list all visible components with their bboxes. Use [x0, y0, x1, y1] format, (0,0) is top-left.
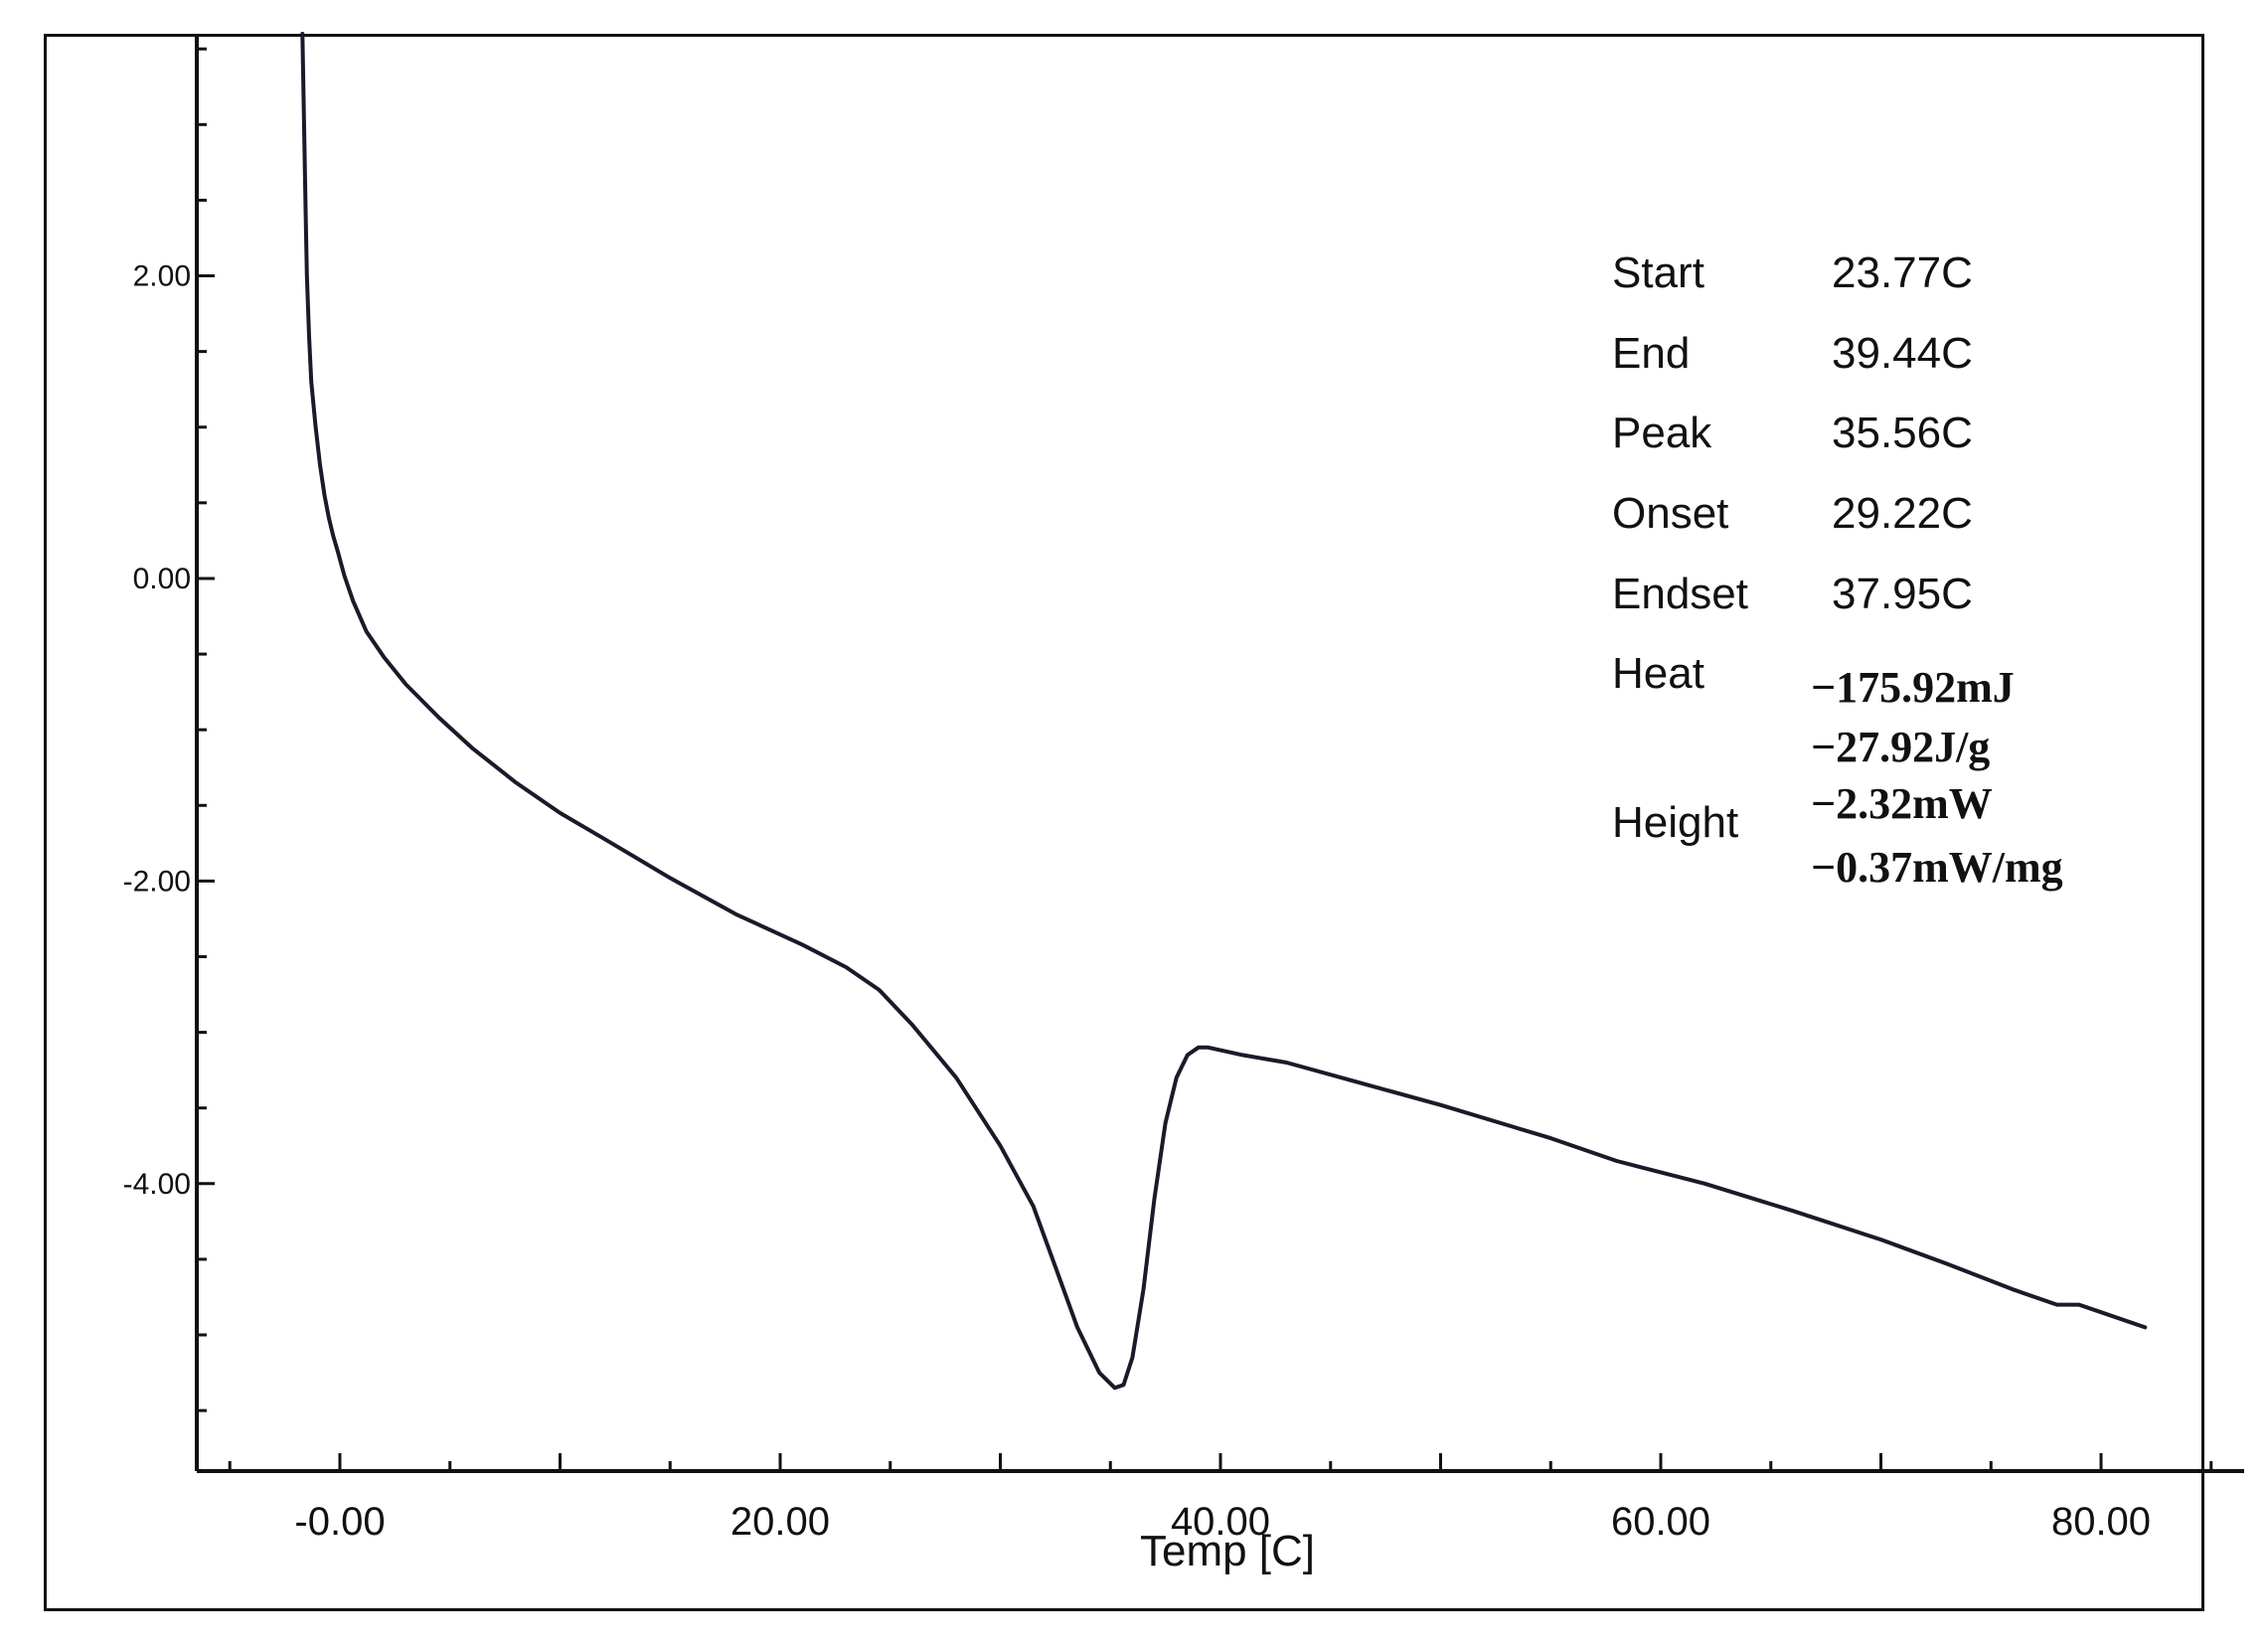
- x-tick-label: 80.00: [2051, 1500, 2151, 1544]
- ann-heat-value-2: −27.92J/g: [1811, 723, 1990, 771]
- ann-peak-value: 35.56C: [1832, 409, 1973, 457]
- ann-height-value-2: −0.37mW/mg: [1811, 843, 2063, 892]
- ann-start-label: Start: [1612, 248, 1704, 297]
- x-axis-label: Temp [C]: [1140, 1527, 1315, 1575]
- x-tick-label: 60.00: [1611, 1500, 1710, 1544]
- series-group: [300, 32, 2148, 1391]
- chart-frame: [44, 34, 2204, 1611]
- y-tick-label: -4.00: [123, 1168, 191, 1201]
- x-ticks: -0.00 20.00 40.00 60.00 80.00: [228, 1453, 2213, 1544]
- ann-onset-label: Onset: [1612, 489, 1728, 538]
- ann-endset-value: 37.95C: [1832, 570, 1973, 618]
- ann-endset-label: Endset: [1612, 570, 1748, 618]
- y-ticks: 2.00 0.00 -2.00 -4.00: [123, 47, 215, 1412]
- ann-end-value: 39.44C: [1832, 329, 1973, 378]
- y-tick-label: 2.00: [133, 260, 191, 293]
- x-tick-label: 40.00: [1171, 1500, 1270, 1544]
- ann-end-label: End: [1612, 329, 1690, 378]
- y-tick-label: -2.00: [123, 865, 191, 898]
- ann-heat-label: Heat: [1612, 649, 1704, 698]
- x-tick-label: -0.00: [294, 1500, 385, 1544]
- dsc-curve: [300, 32, 2148, 1391]
- ann-start-value: 23.77C: [1832, 248, 1973, 297]
- ann-heat-value-1: −175.92mJ: [1811, 663, 2015, 712]
- ann-onset-value: 29.22C: [1832, 489, 1973, 538]
- ann-height-label: Height: [1612, 798, 1738, 847]
- ann-height-value-1: −2.32mW: [1811, 779, 1993, 828]
- y-tick-label: 0.00: [133, 563, 191, 595]
- x-tick-label: 20.00: [730, 1500, 830, 1544]
- annotation-block: Start 23.77C End 39.44C Peak 35.56C Onse…: [1612, 248, 2063, 892]
- ann-peak-label: Peak: [1612, 409, 1712, 457]
